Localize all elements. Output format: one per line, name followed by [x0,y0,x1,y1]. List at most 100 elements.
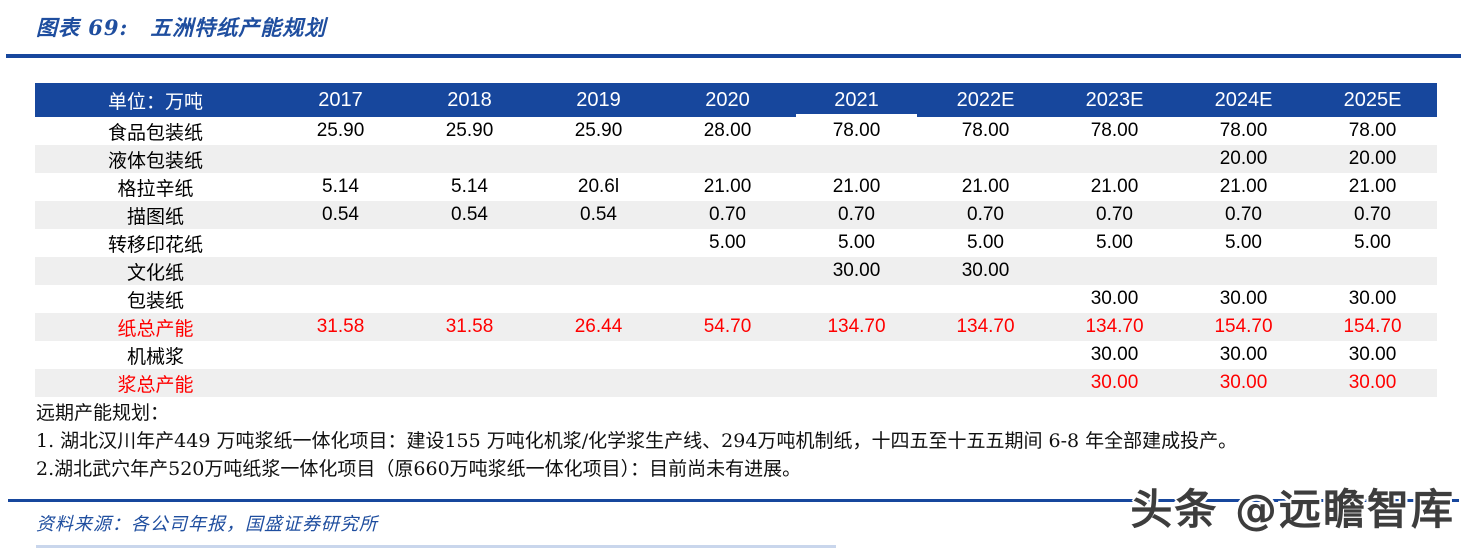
watermark-text: 头条 @远瞻智库 [1130,485,1455,534]
table-cell: 5.00 [838,232,875,253]
table-row: 浆总产能 30.00 30.00 30.00 [35,369,1437,397]
table-cell [405,341,534,369]
column-header-2025e: 2025E [1308,83,1437,117]
row-label: 描图纸 [126,205,184,228]
table-cell [1179,257,1308,285]
table-cell [792,145,921,173]
capacity-table: 单位：万吨 2017 2018 2019 2020 2021 2022E 2023E 2024E… [35,83,1437,397]
table-cell [1050,257,1179,285]
table-row: 机械浆 30.00 30.00 30.00 [35,341,1437,369]
table-cell: 154.70 [1214,316,1273,337]
table-cell [405,369,534,397]
table-cell: 5.00 [967,232,1004,253]
table-cell [276,229,405,257]
table-cell: 20.00 [1348,148,1397,169]
table-cell: 30.00 [1090,288,1139,309]
column-header-2018: 2018 [405,83,534,117]
table-cell [663,257,792,285]
table-cell: 5.14 [451,176,488,197]
table-cell: 78.00 [1090,120,1139,141]
table-cell: 0.70 [1225,204,1262,225]
table-row: 液体包装纸 20.00 20.00 [35,145,1437,173]
table-cell: 30.00 [1219,344,1268,365]
figure-title-text: 五洲特纸产能规划 [150,15,327,40]
table-cell [1308,257,1437,285]
table-cell: 30.00 [1090,344,1139,365]
table-cell: 5.00 [709,232,746,253]
table-row: 文化纸 30.00 30.00 [35,257,1437,285]
table-cell: 154.70 [1343,316,1402,337]
table-row: 转移印花纸 5.00 5.00 5.00 5.00 5.00 5.00 [35,229,1437,257]
column-header-2023e: 2023E [1050,83,1179,117]
table-cell: 0.70 [1354,204,1391,225]
table-cell: 78.00 [1219,120,1268,141]
note-line-2: 2.湖北武穴年产520万吨纸浆一体化项目（原660万吨浆纸一体化项目）：目前尚未… [36,458,802,480]
table-cell [663,285,792,313]
column-header-2019: 2019 [534,83,663,117]
table-cell: 5.00 [1354,232,1391,253]
table-cell [792,285,921,313]
column-header-2024e: 2024E [1179,83,1308,117]
table-cell [663,145,792,173]
row-label: 包装纸 [126,289,184,312]
table-cell: 30.00 [961,260,1010,281]
table-cell: 0.54 [580,204,617,225]
table-cell [663,369,792,397]
table-cell [405,257,534,285]
table-cell: 0.70 [838,204,875,225]
page-bottom-rule [36,545,836,548]
table-cell [276,257,405,285]
table-row: 包装纸 30.00 30.00 30.00 [35,285,1437,313]
table-cell [276,341,405,369]
footer-divider-rule [8,499,1459,502]
note-line-1: 1. 湖北汉川年产449 万吨浆纸一体化项目：建设155 万吨化机浆/化学浆生产… [36,430,1238,452]
row-label: 文化纸 [126,261,184,284]
table-row: 描图纸 0.54 0.54 0.54 0.70 0.70 0.70 0.70 0.70 0.70 [35,201,1437,229]
table-cell [276,145,405,173]
column-header-2021: 2021 [792,83,921,117]
table-cell: 134.70 [956,316,1015,337]
table-cell [921,369,1050,397]
table-cell [921,145,1050,173]
table-cell: 21.00 [1090,176,1139,197]
table-cell: 21.00 [832,176,881,197]
table-cell [276,285,405,313]
table-cell [663,341,792,369]
table-cell [1050,145,1179,173]
table-cell [534,229,663,257]
long-term-plan-notes: 远期产能规划： 1. 湖北汉川年产449 万吨浆纸一体化项目：建设155 万吨化… [36,399,1237,483]
figure-label: 图表 69: [36,15,129,40]
row-label: 液体包装纸 [107,149,203,172]
table-cell: 25.90 [445,120,494,141]
column-header-2020: 2020 [663,83,792,117]
capacity-table-header: 单位：万吨 2017 2018 2019 2020 2021 2022E 2023E 2024E… [35,83,1437,117]
table-cell: 21.00 [961,176,1010,197]
row-label: 浆总产能 [117,373,194,396]
table-cell [405,145,534,173]
table-cell: 0.70 [709,204,746,225]
table-cell: 25.90 [316,120,365,141]
data-source-text: 资料来源：各公司年报，国盛证券研究所 [36,514,378,535]
table-cell [921,285,1050,313]
table-cell: 78.00 [961,120,1010,141]
header-row: 单位：万吨 2017 2018 2019 2020 2021 2022E 2023E 2024E… [35,83,1437,117]
figure-title: 图表 69: 五洲特纸产能规划 [36,12,326,42]
table-cell: 78.00 [832,120,881,141]
table-cell: 30.00 [1348,288,1397,309]
table-cell: 0.70 [1096,204,1133,225]
table-cell [534,285,663,313]
table-row: 纸总产能 31.58 31.58 26.44 54.70 134.70 134.70 134.… [35,313,1437,341]
table-cell: 30.00 [1348,344,1397,365]
capacity-table-body: 食品包装纸 25.90 25.90 25.90 28.00 78.00 78.00 78.00… [35,117,1437,397]
row-label: 纸总产能 [117,317,194,340]
row-label: 转移印花纸 [107,233,203,256]
table-cell [534,145,663,173]
table-cell: 26.44 [574,316,623,337]
table-cell: 25.90 [574,120,623,141]
column-header-unit: 单位：万吨 [35,83,276,117]
title-divider-rule [6,54,1461,58]
table-cell: 30.00 [1219,288,1268,309]
table-cell [921,341,1050,369]
table-cell: 0.54 [451,204,488,225]
table-cell [534,369,663,397]
